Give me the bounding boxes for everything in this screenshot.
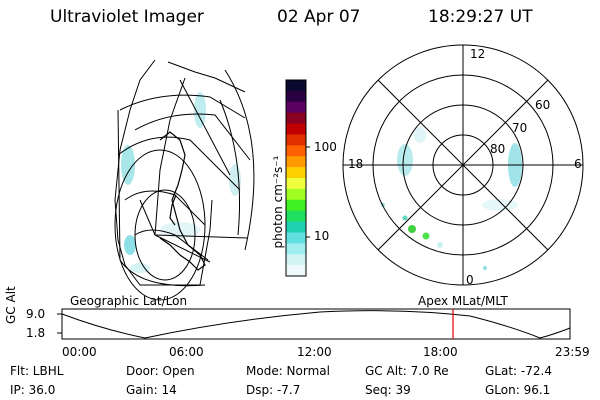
colorbar <box>286 80 306 277</box>
colorbar-segment <box>286 210 306 223</box>
polar-map <box>342 44 584 286</box>
timeline-xtick: 23:59 <box>555 345 590 359</box>
timeline-xtick: 06:00 <box>169 345 204 359</box>
colorbar-segment <box>286 167 306 179</box>
gcalt-info: GC Alt: 7.0 Re <box>365 364 449 378</box>
colorbar-segment <box>286 254 306 266</box>
glon-info: GLon: 96.1 <box>485 383 551 397</box>
filter-info: Flt: LBHL <box>10 364 64 378</box>
colorbar-segment <box>286 134 306 146</box>
timeline-xtick: 12:00 <box>297 345 332 359</box>
colorbar-segment <box>286 243 306 255</box>
colorbar-tick-label: 10 <box>314 229 330 243</box>
seq-info: Seq: 39 <box>365 383 411 397</box>
dsp-info: Dsp: -7.7 <box>246 383 301 397</box>
mlt-label-18: 18 <box>348 157 364 171</box>
mlat-label-60: 60 <box>535 98 551 112</box>
glat-info: GLat: -72.4 <box>485 364 552 378</box>
timeline-xtick: 18:00 <box>423 345 458 359</box>
geographic-map <box>114 59 255 301</box>
colorbar-tick-label: 100 <box>314 140 337 154</box>
ip-info: IP: 36.0 <box>10 383 56 397</box>
mlt-label-12: 12 <box>470 47 486 61</box>
colorbar-frame <box>285 79 307 277</box>
colorbar-segment <box>286 80 306 92</box>
door-info: Door: Open <box>126 364 195 378</box>
instrument-title: Ultraviolet Imager <box>50 7 204 27</box>
gain-info: Gain: 14 <box>126 383 177 397</box>
mode-info: Mode: Normal <box>246 364 330 378</box>
altitude-timeline <box>57 308 571 340</box>
time-label: 18:29:27 UT <box>428 7 533 27</box>
colorbar-segment <box>286 101 306 114</box>
date-label: 02 Apr 07 <box>277 7 361 27</box>
colorbar-segment <box>286 145 306 157</box>
colorbar-unit-label: photon cm⁻²s⁻¹ <box>271 155 285 249</box>
mlat-label-70: 70 <box>512 121 528 135</box>
timeline-xtick: 00:00 <box>62 345 97 359</box>
timeline-ytick: 1.8 <box>26 326 46 340</box>
colorbar-segment <box>286 221 306 233</box>
mlat-label-80: 80 <box>490 142 506 156</box>
timeline-ytick: 9.0 <box>26 307 46 321</box>
colorbar-segment <box>286 199 306 212</box>
colorbar-segment <box>286 112 306 125</box>
colorbar-segment <box>286 178 306 190</box>
colorbar-segment <box>286 265 306 277</box>
colorbar-segment <box>286 123 306 135</box>
colorbar-segment <box>286 156 306 168</box>
colorbar-segment <box>286 90 306 103</box>
apex-caption: Apex MLat/MLT <box>418 294 508 308</box>
colorbar-segment <box>286 232 306 244</box>
geographic-caption: Geographic Lat/Lon <box>70 294 188 308</box>
auroral-emission-left <box>121 92 241 273</box>
colorbar-segment <box>286 188 306 201</box>
mlt-label-0: 0 <box>466 273 474 287</box>
mlt-label-6: 6 <box>574 157 582 171</box>
timeline-ylabel: GC Alt <box>4 286 18 324</box>
